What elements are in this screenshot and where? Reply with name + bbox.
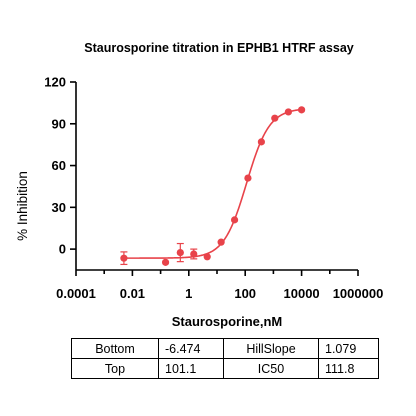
data-point	[161, 258, 170, 266]
param-value-cell: 101.1	[158, 358, 224, 379]
data-point	[203, 253, 211, 261]
param-name-cell: Top	[71, 358, 159, 379]
fit-parameters-table: Bottom -6.474 HillSlope 1.079 Top 101.1 …	[71, 338, 379, 379]
x-tick-label: 0.0001	[56, 286, 96, 301]
param-name-cell: HillSlope	[223, 338, 319, 359]
fit-curve	[123, 108, 302, 259]
y-tick-label: 60	[52, 158, 66, 173]
x-axis-label: Staurosporine,nM	[172, 314, 283, 329]
dose-response-chart: Staurosporine titration in EPHB1 HTRF as…	[15, 41, 383, 329]
param-value-cell: 1.079	[318, 338, 379, 359]
data-point	[257, 138, 265, 146]
y-tick-label: 90	[52, 116, 66, 131]
data-point	[217, 238, 225, 246]
y-tick-label: 120	[44, 75, 66, 90]
param-value-cell: 111.8	[318, 358, 379, 379]
chart-title: Staurosporine titration in EPHB1 HTRF as…	[84, 41, 354, 55]
data-point	[120, 254, 128, 262]
param-name-cell: Bottom	[71, 338, 159, 359]
data-point	[271, 114, 279, 122]
x-tick-label: 1000000	[333, 286, 384, 301]
y-tick-label: 0	[59, 242, 66, 257]
table-row: Top 101.1 IC50 111.8	[71, 358, 379, 379]
x-tick-label: 100	[234, 286, 256, 301]
plot-area: 0 30 60 90 120 0.0001 0.01 1 100 10000 1000000	[44, 75, 383, 302]
x-tick-label: 0.01	[120, 286, 145, 301]
y-axis-label: % Inhibition	[15, 171, 30, 241]
data-point	[244, 174, 252, 182]
data-point	[230, 216, 239, 224]
table-row: Bottom -6.474 HillSlope 1.079	[71, 338, 379, 359]
x-tick-label: 10000	[284, 286, 320, 301]
param-name-cell: IC50	[223, 358, 319, 379]
y-tick-label: 30	[52, 200, 66, 215]
data-point	[176, 248, 184, 257]
data-point	[284, 108, 292, 116]
param-value-cell: -6.474	[158, 338, 224, 359]
x-tick-label: 1	[185, 286, 192, 301]
data-point	[298, 106, 306, 114]
data-point	[190, 250, 198, 258]
